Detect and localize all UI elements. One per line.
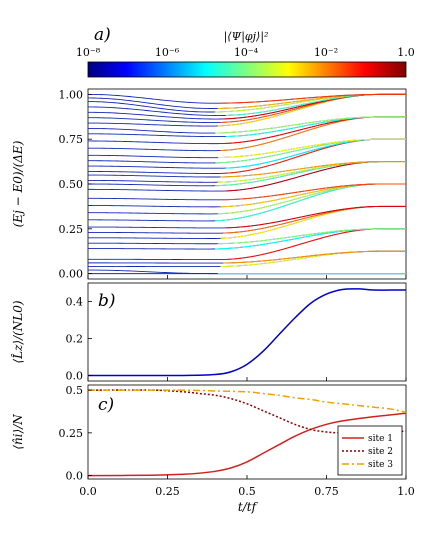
energy-level-line xyxy=(88,183,406,201)
x-tick-label: 0.5 xyxy=(238,485,256,498)
x-axis-label: t/tf xyxy=(238,500,259,514)
colorbar-tick: 10⁻⁸ xyxy=(76,46,101,59)
energy-level-overlap xyxy=(225,161,406,192)
energy-level-overlap xyxy=(217,93,406,109)
energy-level-line xyxy=(88,161,406,178)
energy-level-line xyxy=(88,183,406,208)
energy-level-line xyxy=(88,269,406,275)
panel-c-lines xyxy=(88,389,406,477)
panel-label-c: c) xyxy=(98,395,114,415)
energy-level-overlap xyxy=(225,138,406,169)
colorbar-gradient xyxy=(87,61,407,78)
x-tick-label: 0.75 xyxy=(314,485,339,498)
energy-level-overlap xyxy=(220,161,406,178)
energy-level-overlap xyxy=(217,228,406,245)
energy-level-overlap xyxy=(223,250,406,264)
x-tick-label: 1.0 xyxy=(397,485,415,498)
energy-level-line xyxy=(88,205,406,229)
panel-a-lines xyxy=(88,93,406,275)
panel-b-lines xyxy=(88,288,406,377)
y-tick-label: 0.75 xyxy=(59,133,84,146)
energy-level-overlap xyxy=(225,116,406,138)
x-tick-label: 0.0 xyxy=(79,485,97,498)
energy-level-line xyxy=(88,250,406,268)
energy-level-overlap xyxy=(215,116,406,134)
y-tick-label: 1.00 xyxy=(59,88,84,101)
energy-level-overlap xyxy=(220,250,406,268)
legend: site 1 site 2 site 3 xyxy=(337,425,403,476)
series-line-site-3 xyxy=(88,389,406,414)
y-tick-label: 0.50 xyxy=(59,178,84,191)
energy-level-overlap xyxy=(223,183,406,201)
series-line-site-1 xyxy=(88,412,406,477)
y-tick-label: 0.0 xyxy=(66,369,84,382)
colorbar-label: |⟨Ψ|φj⟩|² xyxy=(224,30,269,44)
y-tick-label: 0.25 xyxy=(59,223,84,236)
y-tick-label: 0.00 xyxy=(59,268,84,281)
legend-label-site-1: site 1 xyxy=(368,434,393,444)
energy-level-overlap xyxy=(217,138,406,159)
energy-level-line xyxy=(88,228,406,250)
energy-level-line xyxy=(88,116,406,152)
legend-label-site-2: site 2 xyxy=(368,447,393,457)
series-line-lz xyxy=(88,288,406,377)
energy-level-line xyxy=(88,138,406,164)
legend-label-site-3: site 3 xyxy=(368,460,393,470)
series-line-site-2 xyxy=(88,389,406,434)
y-tick-label: 0.2 xyxy=(66,332,84,345)
energy-level-line xyxy=(88,138,406,169)
colorbar-tick: 10⁻² xyxy=(314,46,338,59)
panel-a-ylabel: (Ej − E0)/(ΔE) xyxy=(11,140,25,227)
energy-level-overlap xyxy=(220,93,406,104)
energy-level-line xyxy=(88,161,406,187)
y-tick-label: 0.0 xyxy=(66,470,84,483)
colorbar-tick: 1.0 xyxy=(397,46,415,59)
colorbar-tick: 10⁻⁶ xyxy=(155,46,180,59)
y-tick-label: 0.25 xyxy=(59,427,84,440)
panel-label-b: b) xyxy=(98,291,116,311)
panel-c-ylabel: ⟨n̂i⟩/N xyxy=(11,414,25,450)
colorbar-tick: 10⁻⁴ xyxy=(234,46,259,59)
panel-b-ylabel: ⟨L̂z⟩/(NL0) xyxy=(10,300,25,363)
axis-ticks: 0.0 0.25 0.5 0.75 1.0 0.00 0.25 0.50 0.75 1.00 0.0… xyxy=(59,88,415,498)
panel-b-frame xyxy=(87,282,407,382)
y-tick-label: 0.5 xyxy=(66,384,84,397)
energy-level-line xyxy=(88,93,406,109)
energy-level-overlap xyxy=(217,161,406,183)
energy-level-overlap xyxy=(225,205,406,229)
energy-level-line xyxy=(88,228,406,261)
legend-box xyxy=(337,425,403,476)
panel-label-a: a) xyxy=(94,25,111,45)
energy-level-overlap xyxy=(220,183,406,208)
colorbar: a) |⟨Ψ|φj⟩|² 10⁻⁸ 10⁻⁶ 10⁻⁴ 10⁻² 1.0 xyxy=(76,25,415,78)
x-tick-label: 0.25 xyxy=(155,485,180,498)
y-tick-label: 0.4 xyxy=(66,295,84,308)
energy-level-overlap xyxy=(220,93,406,123)
